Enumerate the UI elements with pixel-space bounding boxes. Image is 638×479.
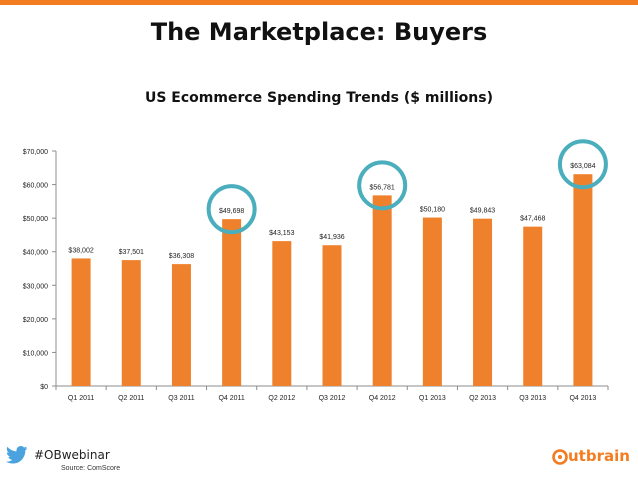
y-tick-label: $10,000 xyxy=(23,350,48,357)
x-tick-label: Q3 2013 xyxy=(519,395,546,402)
data-label: $56,781 xyxy=(370,184,395,191)
data-label: $37,501 xyxy=(119,249,144,256)
bar xyxy=(372,195,392,386)
highlight-circle xyxy=(557,139,608,190)
y-tick-label: $20,000 xyxy=(23,317,48,324)
x-tick-label: Q3 2011 xyxy=(168,395,194,402)
bar xyxy=(71,258,91,386)
y-tick-label: $50,000 xyxy=(23,216,48,223)
bar xyxy=(523,226,543,386)
data-label: $50,180 xyxy=(420,207,445,214)
bar xyxy=(222,219,242,386)
data-label: $38,002 xyxy=(68,247,93,254)
y-tick-label: $70,000 xyxy=(23,149,48,156)
x-tick-label: Q1 2013 xyxy=(419,395,446,402)
y-tick-label: $30,000 xyxy=(23,283,48,290)
x-tick-label: Q4 2011 xyxy=(218,395,244,402)
hashtag: #OBwebinar xyxy=(34,448,110,462)
x-tick-label: Q3 2012 xyxy=(319,395,346,402)
bar xyxy=(422,217,442,386)
slide-title: The Marketplace: Buyers xyxy=(150,18,488,46)
x-tick-label: Q2 2011 xyxy=(118,395,144,402)
data-label: $43,153 xyxy=(269,230,294,237)
chart-title: US Ecommerce Spending Trends ($ millions… xyxy=(144,90,494,106)
brand-wordmark: utbrain xyxy=(568,447,630,465)
data-label: $47,468 xyxy=(520,216,545,223)
data-label: $49,843 xyxy=(470,208,495,215)
bar xyxy=(171,264,191,386)
source-note: Source: ComScore xyxy=(61,465,121,472)
bar xyxy=(272,241,292,386)
data-label: $49,698 xyxy=(219,208,244,215)
x-tick-label: Q4 2012 xyxy=(369,395,396,402)
data-label: $36,308 xyxy=(169,253,194,260)
bar xyxy=(121,260,141,386)
x-tick-label: Q2 2013 xyxy=(469,395,496,402)
x-tick-label: Q2 2012 xyxy=(268,395,295,402)
top-accent-stripe xyxy=(0,0,638,5)
y-tick-label: $0 xyxy=(40,384,48,391)
highlight-circle xyxy=(357,160,408,211)
x-tick-label: Q4 2013 xyxy=(569,395,596,402)
outbrain-logo xyxy=(552,449,568,465)
y-tick-label: $40,000 xyxy=(23,250,48,257)
bar xyxy=(473,218,493,386)
data-label: $63,084 xyxy=(570,163,595,170)
highlight-circle xyxy=(206,184,257,235)
data-label: $41,936 xyxy=(319,234,344,241)
bar xyxy=(322,245,342,386)
twitter-bird-icon xyxy=(6,446,28,464)
bar xyxy=(573,174,593,386)
y-tick-label: $60,000 xyxy=(23,183,48,190)
x-tick-label: Q1 2011 xyxy=(68,395,94,402)
